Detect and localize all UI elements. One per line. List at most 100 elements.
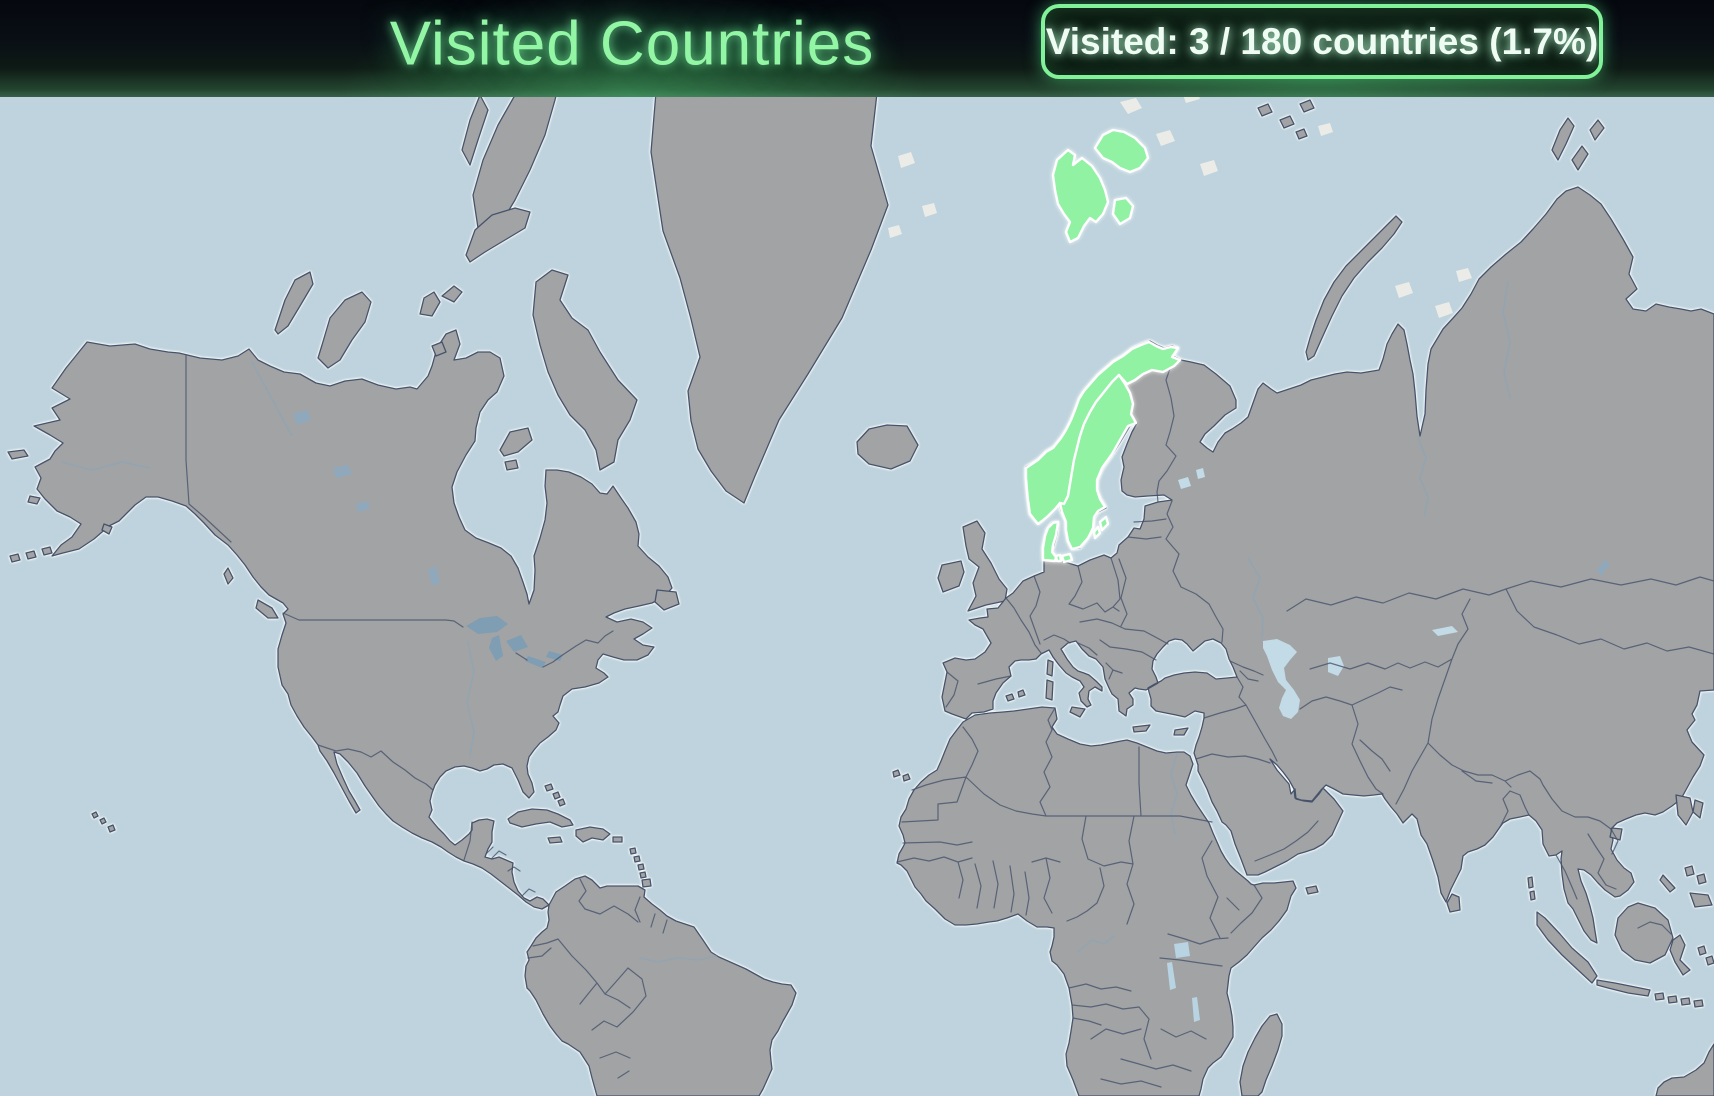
australia-northwest[interactable] <box>1655 1043 1714 1096</box>
lake-baikal <box>1597 560 1610 576</box>
visited-countries-layer <box>1024 128 1182 564</box>
svalbard-nordaustlandet[interactable] <box>1093 128 1150 174</box>
yenisei-river <box>1502 281 1511 399</box>
europe-borders <box>945 359 1224 708</box>
lake-athabasca <box>356 501 370 512</box>
coats-island[interactable] <box>504 459 519 471</box>
mindanao[interactable] <box>1689 892 1713 908</box>
canary-islands[interactable] <box>892 769 911 782</box>
sri-lanka[interactable] <box>1446 893 1461 913</box>
north-america-borders <box>185 354 614 897</box>
lake-tanganyika <box>1167 962 1176 990</box>
baffin-island[interactable] <box>532 269 638 471</box>
cuba[interactable] <box>507 808 574 828</box>
franz-josef-land[interactable] <box>1257 99 1315 140</box>
banks-island[interactable] <box>274 271 314 335</box>
lesser-antilles[interactable] <box>629 847 647 879</box>
oland[interactable] <box>1092 525 1102 540</box>
amazon-river <box>639 955 717 963</box>
iceland[interactable] <box>856 424 919 470</box>
cyprus[interactable] <box>1173 727 1189 736</box>
southampton-island[interactable] <box>499 427 533 457</box>
sardinia[interactable] <box>1045 679 1054 701</box>
devon-island[interactable] <box>465 207 531 263</box>
south-america[interactable] <box>524 875 797 1096</box>
country-borders-layer <box>185 354 1714 1088</box>
great-britain[interactable] <box>962 520 1008 612</box>
denmark-funen[interactable] <box>1054 553 1063 563</box>
prince-of-wales-island[interactable] <box>419 291 441 317</box>
great-slave-lake <box>333 465 352 478</box>
visayas[interactable] <box>1684 865 1707 885</box>
severnaya-zemlya[interactable] <box>1551 117 1605 171</box>
kodiak-island[interactable] <box>101 523 113 535</box>
ob-river <box>1417 437 1429 517</box>
somerset-island[interactable] <box>441 285 463 303</box>
lakes-layer <box>293 410 1610 1022</box>
lake-balkhash <box>1432 626 1458 636</box>
caspian-sea <box>1263 639 1300 719</box>
asia-borders <box>1195 576 1714 935</box>
vancouver-island[interactable] <box>255 599 279 619</box>
page-title: Visited Countries <box>389 9 875 79</box>
sweden[interactable] <box>1058 373 1138 551</box>
nunivak-island[interactable] <box>27 495 41 505</box>
svalbard-spitsbergen[interactable] <box>1051 148 1110 244</box>
lake-erie <box>525 656 546 668</box>
header-bar: Visited Countries Visited: 3 / 180 count… <box>0 0 1714 97</box>
java[interactable] <box>1596 979 1651 997</box>
rivers-layer <box>61 281 1511 963</box>
crete[interactable] <box>1132 724 1151 733</box>
lake-winnipeg <box>428 566 440 586</box>
lake-onega <box>1196 468 1205 479</box>
hispaniola[interactable] <box>575 826 611 843</box>
mackenzie-river <box>251 361 293 437</box>
king-william-island[interactable] <box>431 341 447 357</box>
st-lawrence-island[interactable] <box>7 449 29 460</box>
ireland[interactable] <box>937 560 965 593</box>
sicily[interactable] <box>1069 706 1086 718</box>
taiwan[interactable] <box>1692 799 1704 819</box>
newfoundland[interactable] <box>654 589 680 611</box>
nile-river <box>1170 753 1178 835</box>
sumatra[interactable] <box>1536 911 1598 984</box>
hainan[interactable] <box>1609 827 1623 841</box>
lake-ladoga <box>1178 477 1191 489</box>
svalbard-edgeoya[interactable] <box>1111 196 1135 226</box>
lesser-sunda-islands[interactable] <box>1654 992 1704 1008</box>
lake-superior <box>466 616 508 634</box>
jamaica[interactable] <box>547 836 563 844</box>
sulawesi[interactable] <box>1669 934 1691 976</box>
aleutian-islands[interactable] <box>9 546 53 563</box>
visited-stats-badge: Visited: 3 / 180 countries (1.7%) <box>1041 4 1603 79</box>
lake-malawi <box>1192 997 1200 1022</box>
congo-river <box>1077 935 1115 953</box>
moluccas[interactable] <box>1697 945 1714 966</box>
andaman-islands[interactable] <box>1527 876 1536 901</box>
luzon[interactable] <box>1675 794 1694 826</box>
hawaii[interactable] <box>91 811 116 833</box>
volga-river <box>1247 557 1264 639</box>
countries-layer <box>7 1 1714 1096</box>
novaya-zemlya[interactable] <box>1305 215 1403 361</box>
socotra[interactable] <box>1305 885 1319 895</box>
borneo[interactable] <box>1614 902 1674 964</box>
puerto-rico[interactable] <box>612 836 623 843</box>
yukon-river <box>61 461 151 471</box>
haida-gwaii[interactable] <box>223 567 234 585</box>
balearic-islands[interactable] <box>1005 689 1026 702</box>
bahamas[interactable] <box>544 783 566 807</box>
corsica[interactable] <box>1046 659 1054 677</box>
victoria-island[interactable] <box>317 291 372 369</box>
mississippi-river <box>466 641 475 757</box>
axel-heiberg-island[interactable] <box>461 94 489 166</box>
gotland[interactable] <box>1098 515 1110 532</box>
lake-victoria <box>1174 942 1190 958</box>
madagascar[interactable] <box>1239 1013 1283 1096</box>
great-bear-lake <box>293 410 311 425</box>
trinidad[interactable] <box>641 878 652 888</box>
palawan[interactable] <box>1659 874 1676 893</box>
denmark-zealand[interactable] <box>1060 552 1074 564</box>
